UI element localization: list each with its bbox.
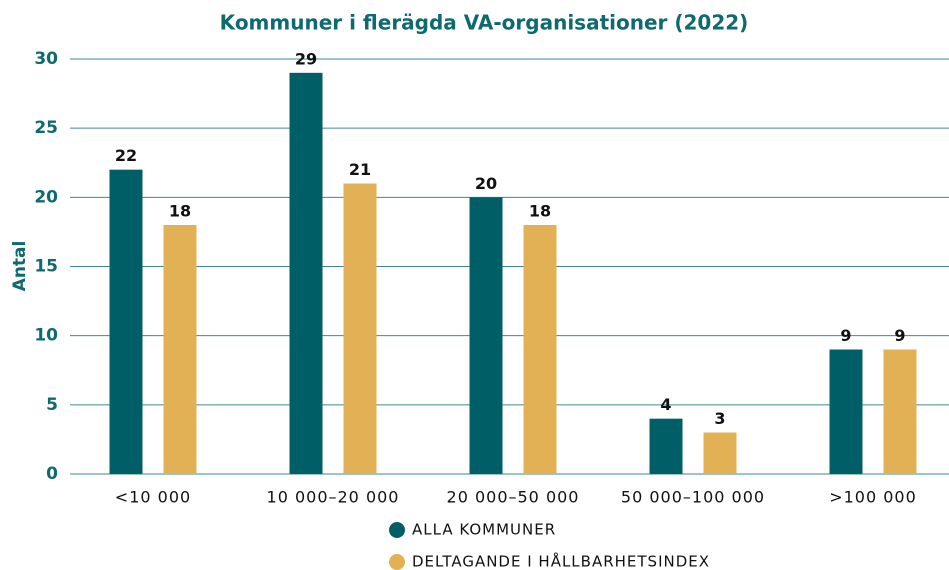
legend-marker [389, 522, 405, 538]
legend-marker [389, 554, 405, 570]
y-tick-label: 20 [34, 187, 58, 207]
data-label: 20 [475, 174, 497, 193]
data-label: 18 [529, 202, 551, 221]
y-tick-label: 15 [34, 257, 58, 277]
bar [649, 418, 683, 474]
x-tick-label: <10 000 [115, 488, 191, 507]
data-label: 4 [660, 395, 671, 414]
data-label: 21 [349, 160, 371, 179]
data-label: 29 [295, 49, 317, 68]
y-axis-label: Antal [10, 241, 30, 292]
bar [703, 432, 737, 474]
bar [109, 169, 143, 474]
x-tick-label: 50 000–100 000 [621, 488, 765, 507]
bar [883, 349, 917, 474]
data-label: 3 [714, 409, 725, 428]
y-tick-label: 0 [46, 464, 58, 484]
x-tick-label: 20 000–50 000 [447, 488, 580, 507]
x-tick-label: 10 000–20 000 [267, 488, 400, 507]
bar [523, 225, 557, 474]
bar [829, 349, 863, 474]
bar [163, 225, 197, 474]
legend-label: ALLA KOMMUNER [412, 521, 556, 539]
chart-title: Kommuner i flerägda VA-organisationer (2… [220, 11, 749, 35]
bar [343, 183, 377, 474]
bar [289, 72, 323, 474]
data-label: 9 [894, 326, 905, 345]
data-label: 18 [169, 202, 191, 221]
y-tick-label: 25 [34, 118, 58, 138]
data-label: 9 [840, 326, 851, 345]
x-tick-label: >100 000 [829, 488, 917, 507]
y-tick-label: 10 [34, 326, 58, 346]
bar [469, 197, 503, 475]
data-label: 22 [115, 146, 137, 165]
y-tick-label: 30 [34, 49, 58, 69]
y-tick-label: 5 [46, 395, 58, 415]
legend-label: DELTAGANDE I HÅLLBARHETSINDEX [412, 552, 710, 570]
